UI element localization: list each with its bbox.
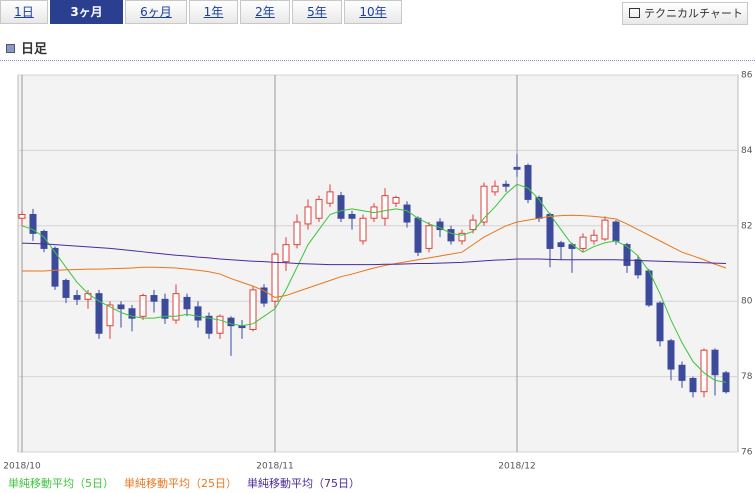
candle-body [106, 304, 114, 327]
candle-body [557, 242, 565, 248]
candle-body [700, 349, 708, 393]
candle-body [612, 221, 620, 242]
candle-body [667, 340, 675, 370]
candle-body [447, 229, 455, 242]
candle-body [601, 219, 609, 240]
candle-body [172, 293, 180, 321]
candle-body [293, 221, 301, 246]
x-tick-label: 2018/12 [498, 462, 535, 472]
candle-body [315, 198, 323, 219]
candle-body [18, 213, 26, 219]
x-tick-label: 2018/11 [256, 462, 293, 472]
candle-body [711, 349, 719, 376]
candle-body [161, 298, 169, 319]
candle-body [326, 191, 334, 204]
candle-body [51, 247, 59, 287]
candle-body [392, 197, 400, 204]
period-tab[interactable]: 5年 [292, 0, 342, 24]
candle-body [194, 306, 202, 321]
candle-body [227, 317, 235, 327]
period-tab[interactable]: 1日 [0, 0, 48, 24]
candle-body [590, 234, 598, 242]
candle-body [623, 244, 631, 266]
candle-body [40, 230, 48, 249]
technical-chart-button[interactable]: テクニカルチャート [622, 2, 748, 25]
candle-body [403, 204, 411, 223]
candle-body [414, 217, 422, 253]
plot-area [17, 74, 739, 453]
candle-body [348, 213, 356, 219]
candle-body [381, 195, 389, 219]
candle-body [73, 295, 81, 300]
candle-body [546, 213, 554, 249]
candle-body [337, 195, 345, 219]
y-tick-label: 80 [741, 297, 753, 307]
x-tick-label: 2018/10 [3, 462, 41, 472]
candle-body [117, 304, 125, 310]
legend-label: 単純移動平均（25日） [124, 476, 237, 490]
candle-body [249, 289, 257, 330]
candle-body [359, 217, 367, 242]
y-tick-label: 86 [741, 71, 753, 81]
candle-body [150, 295, 158, 302]
candle-body [535, 197, 543, 219]
candle-body [304, 206, 312, 225]
period-tab[interactable]: 6ヶ月 [125, 0, 187, 24]
candle-body [436, 221, 444, 231]
candle-body [183, 296, 191, 310]
period-tab[interactable]: 2年 [240, 0, 290, 24]
candle-body [282, 244, 290, 263]
candle-body [524, 164, 532, 200]
candle-body [62, 279, 70, 298]
candle-body [678, 364, 686, 381]
candle-body [95, 293, 103, 334]
candle-body [634, 259, 642, 276]
candle-body [271, 253, 279, 302]
candle-body [216, 315, 224, 334]
y-tick-label: 78 [741, 372, 753, 382]
y-tick-label: 76 [741, 448, 753, 458]
candle-body [458, 232, 466, 242]
candle-body [469, 219, 477, 231]
moving-average-line [21, 183, 727, 383]
period-tab[interactable]: 10年 [344, 0, 402, 24]
tab-bar: 1日 3ヶ月 6ヶ月 1年 2年 5年 10年 [0, 0, 404, 24]
candle-body [656, 302, 664, 342]
legend-label: 単純移動平均（75日） [247, 476, 360, 490]
y-tick-label: 82 [741, 221, 752, 231]
divider [0, 60, 755, 61]
period-tab[interactable]: 1年 [189, 0, 238, 24]
section-title: 日足 [21, 42, 48, 57]
candle-body [139, 295, 147, 317]
y-tick-label: 84 [741, 146, 753, 156]
candle-body [128, 308, 136, 319]
candle-body [513, 166, 521, 170]
candle-body [491, 185, 499, 193]
candle-body [579, 236, 587, 249]
candle-body [502, 183, 510, 187]
candle-body [689, 377, 697, 393]
button-label: テクニカルチャート [644, 7, 743, 20]
candle-body [425, 225, 433, 249]
candle-body [260, 287, 268, 304]
moving-average-line [21, 242, 727, 266]
legend-label: 単純移動平均（5日） [8, 476, 114, 490]
candle-body [29, 213, 37, 234]
section-header: 日足 [6, 38, 47, 57]
candle-body [480, 185, 488, 223]
period-tab[interactable]: 3ヶ月 [50, 0, 123, 24]
moving-average-line [22, 214, 727, 298]
candle-body [205, 315, 213, 334]
